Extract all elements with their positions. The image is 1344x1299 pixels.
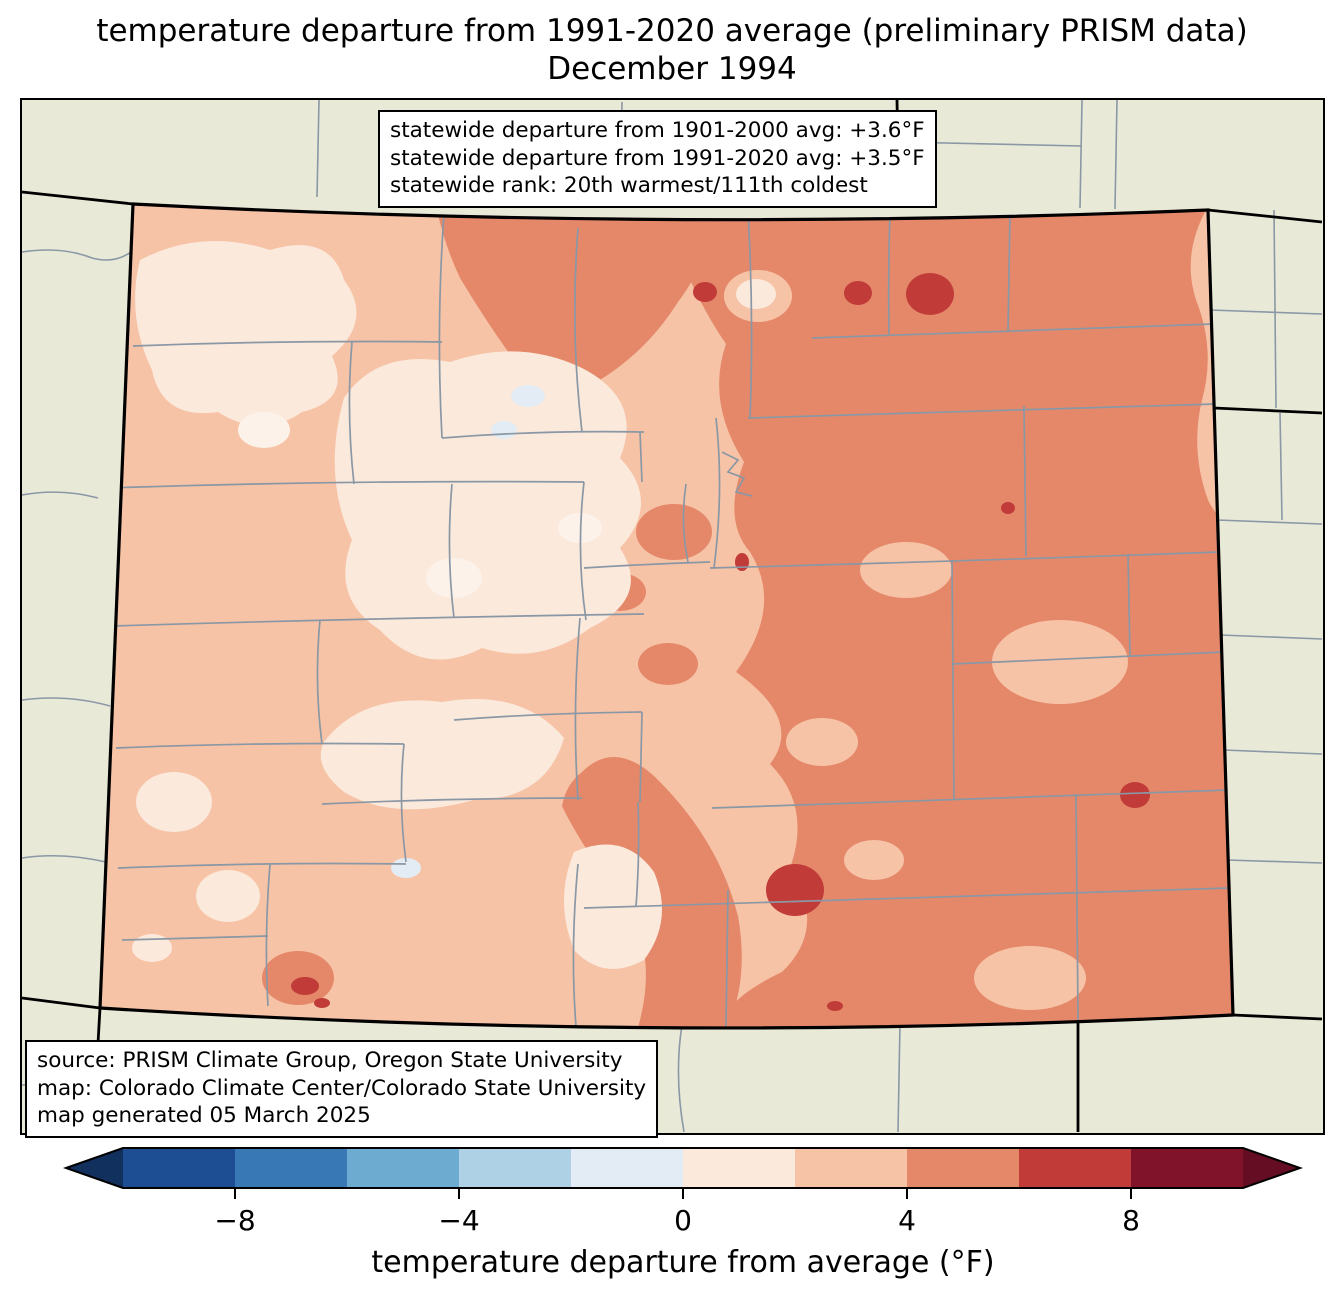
fill-gunnison-pale	[320, 698, 564, 810]
colorbar-tick-label: −8	[214, 1204, 256, 1237]
fill-hot-spot	[1001, 502, 1015, 514]
colorado-state-border	[98, 202, 1235, 1030]
fill-central-pale	[334, 351, 641, 660]
colorbar-segment	[571, 1148, 683, 1188]
map-frame	[20, 98, 1325, 1135]
fill-hot-spot	[291, 977, 319, 995]
colorbar-segment	[459, 1148, 571, 1188]
colorbar-over-arrow	[1243, 1148, 1300, 1188]
fill-sw-pale	[136, 772, 212, 832]
statewide-stats-box: statewide departure from 1901-2000 avg: …	[378, 110, 937, 208]
fill-east-pocket	[992, 620, 1128, 704]
fill-cool-patch	[491, 421, 517, 439]
colorbar-segment	[1131, 1148, 1243, 1188]
fill-hot-spot	[314, 998, 330, 1008]
fill-sw-pale	[132, 934, 172, 962]
neighbor-county-lines	[22, 100, 1322, 1132]
colorbar-segment	[347, 1148, 459, 1188]
source-line-3: map generated 05 March 2025	[37, 1103, 371, 1128]
fill-east-pocket	[786, 718, 858, 766]
source-line-2: map: Colorado Climate Center/Colorado St…	[37, 1075, 647, 1101]
colorbar	[62, 1147, 1304, 1199]
colorado-county-lines	[107, 211, 1231, 1027]
colorbar-tick-label: 8	[1122, 1204, 1140, 1237]
colorbar-segment	[123, 1148, 235, 1188]
colorbar-tick-label: 4	[898, 1204, 916, 1237]
fill-near-white	[238, 412, 290, 448]
fill-east-pocket	[974, 946, 1086, 1010]
fill-east-pocket	[860, 542, 952, 598]
fill-east-pocket	[844, 840, 904, 880]
source-attribution-box: source: PRISM Climate Group, Oregon Stat…	[25, 1040, 659, 1138]
fill-hot-spot	[735, 553, 749, 571]
stats-line-1: statewide departure from 1901-2000 avg: …	[390, 118, 925, 143]
colorbar-axis-label: temperature departure from average (°F)	[371, 1245, 995, 1280]
fill-sw-patch	[262, 951, 334, 1005]
temperature-fill-layers	[100, 204, 1233, 1028]
stats-line-3: statewide rank: 20th warmest/111th colde…	[390, 173, 868, 198]
fill-near-white	[426, 558, 482, 598]
fill-hot-spot	[906, 273, 954, 315]
colorbar-segment	[235, 1148, 347, 1188]
fill-hot-spot	[1120, 782, 1150, 808]
fill-hot-spot	[827, 1001, 843, 1011]
title-line-1: temperature departure from 1991-2020 ave…	[96, 13, 1248, 49]
fill-north-lobe	[434, 204, 722, 394]
fill-hot-spot	[844, 281, 872, 305]
colorbar-outline	[62, 1147, 1304, 1189]
fill-central-patch	[636, 504, 712, 560]
colorbar-segment	[795, 1148, 907, 1188]
stats-line-2: statewide departure from 1991-2020 avg: …	[390, 145, 925, 171]
colorbar-tick-label: −4	[438, 1204, 480, 1237]
page-title: temperature departure from 1991-2020 ave…	[0, 12, 1344, 88]
source-line-1: source: PRISM Climate Group, Oregon Stat…	[37, 1048, 623, 1073]
fill-cool-patch	[511, 385, 545, 407]
fill-central-patch	[638, 643, 698, 685]
title-line-2: December 1994	[547, 51, 797, 87]
colorbar-tick-label: 0	[674, 1204, 692, 1237]
fill-cool-patch	[391, 858, 421, 878]
fill-hot-spot	[766, 864, 824, 916]
fill-east-pocket-light	[736, 279, 776, 309]
colorbar-segment	[683, 1148, 795, 1188]
fill-sw-pale	[196, 870, 260, 922]
colorbar-segment	[907, 1148, 1019, 1188]
colorbar-segment	[1019, 1148, 1131, 1188]
colorbar-under-arrow	[66, 1148, 123, 1188]
colorado-temperature-map	[22, 100, 1322, 1132]
fill-hot-spot	[693, 282, 717, 302]
fill-nw-pale	[135, 241, 357, 426]
fill-east-plus4-6	[658, 204, 1233, 1028]
